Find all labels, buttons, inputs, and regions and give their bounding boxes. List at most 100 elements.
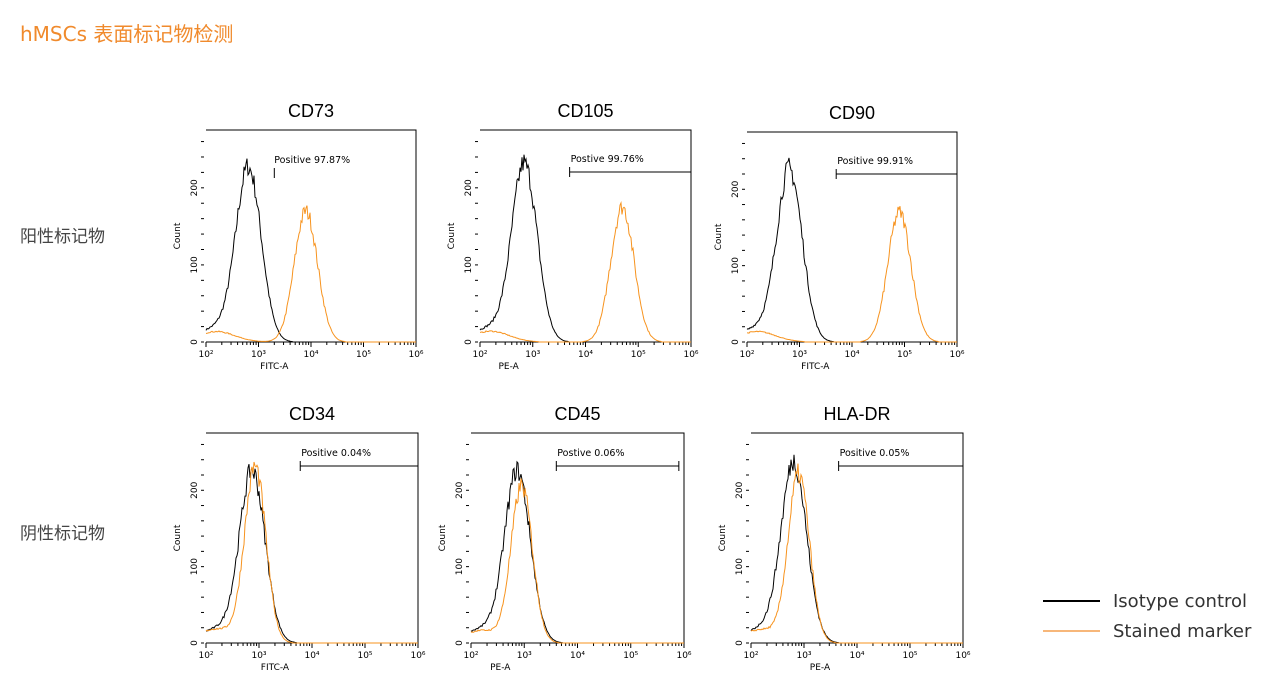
y-axis-label: Count [718,524,728,551]
x-tick-label: 10⁵ [902,651,917,661]
x-tick-label: 10⁶ [683,350,698,360]
panel-cd45: CD45 10² 10³ 10⁴ 10⁵ 10⁶ 0 100 200 PE-A Count Posti… [438,404,692,673]
x-axis-label: FITC-A [801,362,830,372]
gate-bar [299,461,419,471]
gate-label: Positive 0.05% [840,448,910,459]
isotype-histogram [746,157,957,343]
y-axis-label: Count [438,524,448,551]
panel-title: CD45 [554,404,600,424]
x-tick-label: 10⁴ [303,350,318,360]
plot-frame [206,432,419,643]
gate-label: Positive 97.87% [274,155,350,166]
x-tick-label: 10² [463,651,478,661]
x-tick-label: 10³ [517,651,532,661]
isotype-histogram [750,454,963,644]
panel-title: HLA-DR [823,404,890,424]
x-tick-label: 10⁴ [578,350,593,360]
x-axis-label: PE-A [810,663,831,673]
panel-title: CD34 [289,404,335,424]
x-tick-label: 10⁶ [410,651,425,661]
x-tick-label: 10³ [796,651,811,661]
isotype-histogram [205,463,418,644]
panel-hla-dr: HLA-DR 10² 10³ 10⁴ 10⁵ 10⁶ 0 100 200 PE-A Count Pos… [718,404,971,673]
panel-title: CD73 [288,101,334,121]
x-tick-label: 10⁶ [676,651,691,661]
gate-label: Postive 0.06% [557,448,624,459]
isotype-histogram [205,158,416,343]
gate-bar [555,461,680,471]
y-tick-label: 0 [455,640,465,646]
y-tick-label: 200 [464,179,474,196]
x-tick-label: 10⁴ [304,651,319,661]
x-tick-label: 10² [739,350,754,360]
y-tick-label: 100 [455,558,465,575]
x-tick-label: 10⁴ [849,651,864,661]
x-tick-label: 10⁵ [357,651,372,661]
gate-bar [835,169,958,179]
isotype-histogram [470,460,684,644]
x-tick-label: 10³ [251,350,266,360]
plot-frame [480,129,692,342]
x-axis-label: FITC-A [261,663,290,673]
y-tick-label: 200 [190,179,200,196]
y-tick-label: 0 [735,640,745,646]
y-tick-label: 0 [464,339,474,345]
plot-frame [471,432,685,643]
y-axis-label: Count [173,524,183,551]
y-tick-label: 200 [735,481,745,498]
x-tick-label: 10⁵ [623,651,638,661]
plot-frame [206,129,417,342]
x-axis-label: FITC-A [260,362,289,372]
panel-cd34: CD34 10² 10³ 10⁴ 10⁵ 10⁶ 0 100 200 FITC-A Count Pos… [173,404,426,673]
page-title: hMSCs 表面标记物检测 [20,22,234,46]
y-tick-label: 200 [455,481,465,498]
y-tick-label: 100 [735,558,745,575]
panel-cd105: CD105 10² 10³ 10⁴ 10⁵ 10⁶ 0 100 200 PE-A Count Post… [447,101,699,372]
x-tick-label: 10⁴ [844,350,859,360]
x-tick-label: 10⁵ [897,350,912,360]
row-label-positive: 阳性标记物 [20,227,105,247]
isotype-histogram [479,154,691,343]
stained-histogram [479,200,691,343]
x-tick-label: 10² [198,350,213,360]
x-tick-label: 10⁶ [955,651,970,661]
y-tick-label: 100 [731,257,741,274]
gate-bar [569,167,692,177]
x-tick-label: 10³ [251,651,266,661]
x-tick-label: 10² [472,350,487,360]
x-axis-label: PE-A [498,362,519,372]
legend-label: Isotype control [1113,590,1248,612]
y-tick-label: 0 [190,640,200,646]
x-axis-label: PE-A [490,663,511,673]
plot-frame [747,131,958,342]
gate-label: Positive 99.91% [837,156,913,167]
y-tick-label: 100 [464,256,474,273]
y-tick-label: 200 [190,481,200,498]
stained-histogram [747,206,957,343]
x-tick-label: 10³ [792,350,807,360]
row-label-negative: 阴性标记物 [20,524,105,544]
x-tick-label: 10⁵ [631,350,646,360]
panel-title: CD105 [557,101,613,121]
gate-label: Positive 0.04% [301,448,371,459]
y-tick-label: 0 [190,339,200,345]
x-tick-label: 10⁴ [570,651,585,661]
x-tick-label: 10⁵ [356,350,371,360]
panel-title: CD90 [829,103,875,123]
panel-cd73: CD73 10² 10³ 10⁴ 10⁵ 10⁶ 0 100 200 FITC-A Count Pos… [173,101,424,372]
plot-frame [751,432,964,643]
y-axis-label: Count [173,222,183,249]
y-tick-label: 100 [190,256,200,273]
y-axis-label: Count [447,222,457,249]
legend: Isotype control Stained marker [1043,586,1251,646]
y-tick-label: 200 [731,180,741,197]
panel-cd90: CD90 10² 10³ 10⁴ 10⁵ 10⁶ 0 100 200 FITC-A Count Pos… [714,103,965,372]
y-tick-label: 100 [190,558,200,575]
gate-bar [838,461,964,471]
x-tick-label: 10² [198,651,213,661]
gate-label: Postive 99.76% [571,154,644,165]
stained-histogram [205,205,416,343]
legend-label: Stained marker [1113,620,1252,642]
y-axis-label: Count [714,223,724,250]
